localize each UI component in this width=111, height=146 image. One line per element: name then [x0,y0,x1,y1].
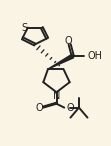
Text: N: N [53,91,60,101]
Text: O: O [67,103,74,113]
Text: S: S [22,23,28,33]
Text: O: O [36,103,43,113]
Text: OH: OH [87,51,102,61]
Text: O: O [64,36,72,46]
Polygon shape [48,54,74,69]
